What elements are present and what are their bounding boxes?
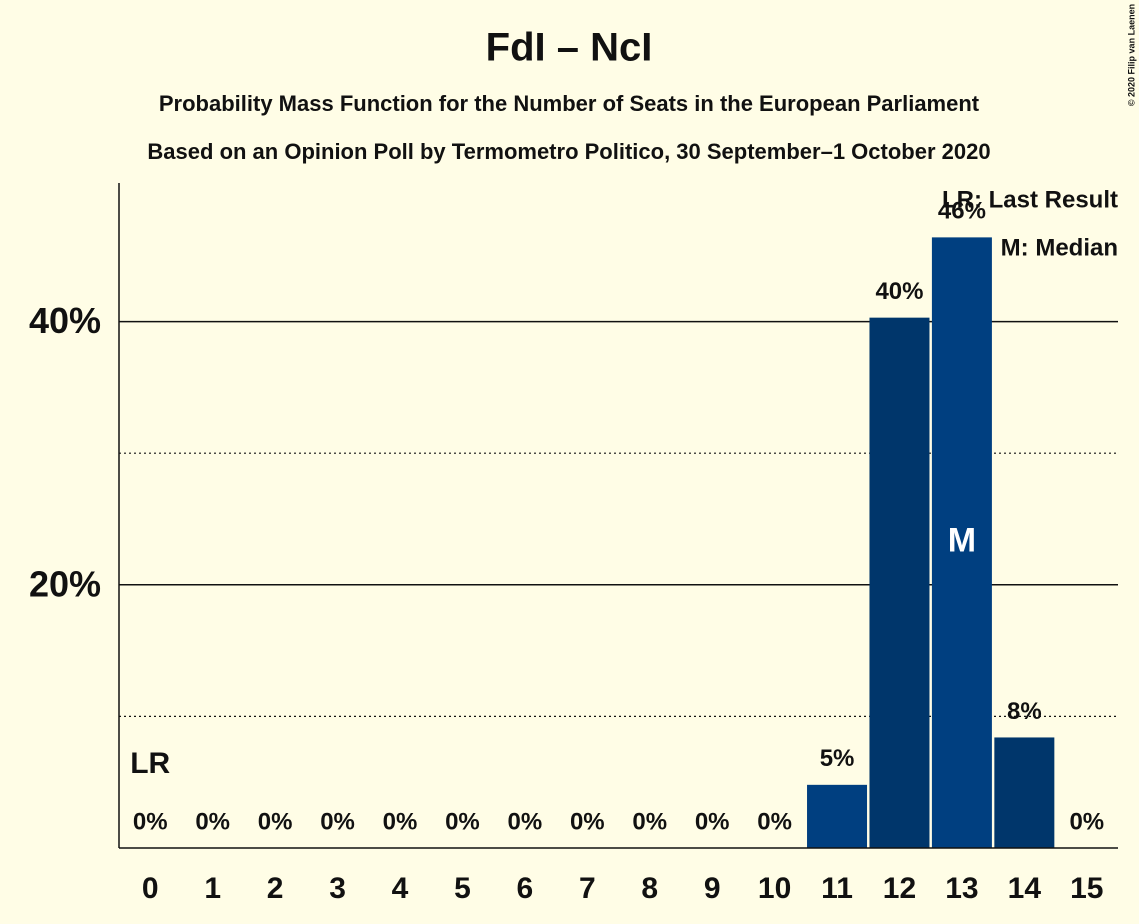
x-tick-label: 7 (579, 872, 596, 905)
value-label: 0% (757, 808, 792, 835)
bar (807, 784, 868, 848)
x-tick-label: 12 (883, 872, 916, 905)
value-label: 0% (695, 808, 730, 835)
legend-entry: M: Median (1001, 234, 1118, 261)
value-label: 0% (383, 808, 418, 835)
value-label: 0% (195, 808, 230, 835)
bar (994, 737, 1055, 848)
chart-subtitle: Probability Mass Function for the Number… (159, 91, 980, 116)
value-label: 0% (258, 808, 293, 835)
y-tick-label: 40% (29, 300, 101, 341)
x-tick-label: 9 (704, 872, 721, 905)
last-result-marker: LR (130, 747, 170, 780)
value-label: 8% (1007, 698, 1042, 725)
x-tick-label: 3 (329, 872, 346, 905)
median-marker: M (948, 522, 976, 560)
copyright: © 2020 Filip van Laenen (1126, 4, 1136, 106)
x-tick-label: 6 (517, 872, 534, 905)
value-label: 0% (133, 808, 168, 835)
value-label: 46% (938, 198, 986, 225)
chart-subtitle: Based on an Opinion Poll by Termometro P… (147, 139, 990, 164)
y-tick-label: 20% (29, 563, 101, 604)
x-tick-label: 0 (142, 872, 159, 905)
value-label: 5% (820, 745, 855, 772)
x-tick-label: 8 (641, 872, 658, 905)
bar (869, 317, 930, 849)
chart-title: FdI – NcI (486, 26, 653, 70)
x-tick-label: 10 (758, 872, 791, 905)
value-label: 0% (445, 808, 480, 835)
x-tick-label: 15 (1070, 872, 1103, 905)
value-label: 0% (320, 808, 355, 835)
value-label: 0% (570, 808, 605, 835)
bar (931, 237, 992, 849)
x-tick-label: 5 (454, 872, 471, 905)
x-tick-label: 14 (1008, 872, 1042, 905)
x-tick-label: 1 (204, 872, 221, 905)
value-label: 0% (1069, 808, 1104, 835)
x-tick-label: 2 (267, 872, 284, 905)
x-tick-label: 4 (392, 872, 409, 905)
x-tick-label: 13 (945, 872, 978, 905)
value-label: 40% (875, 278, 923, 305)
legend-entry: LR: Last Result (942, 186, 1118, 213)
value-label: 0% (508, 808, 543, 835)
x-tick-label: 11 (821, 872, 853, 905)
value-label: 0% (632, 808, 667, 835)
